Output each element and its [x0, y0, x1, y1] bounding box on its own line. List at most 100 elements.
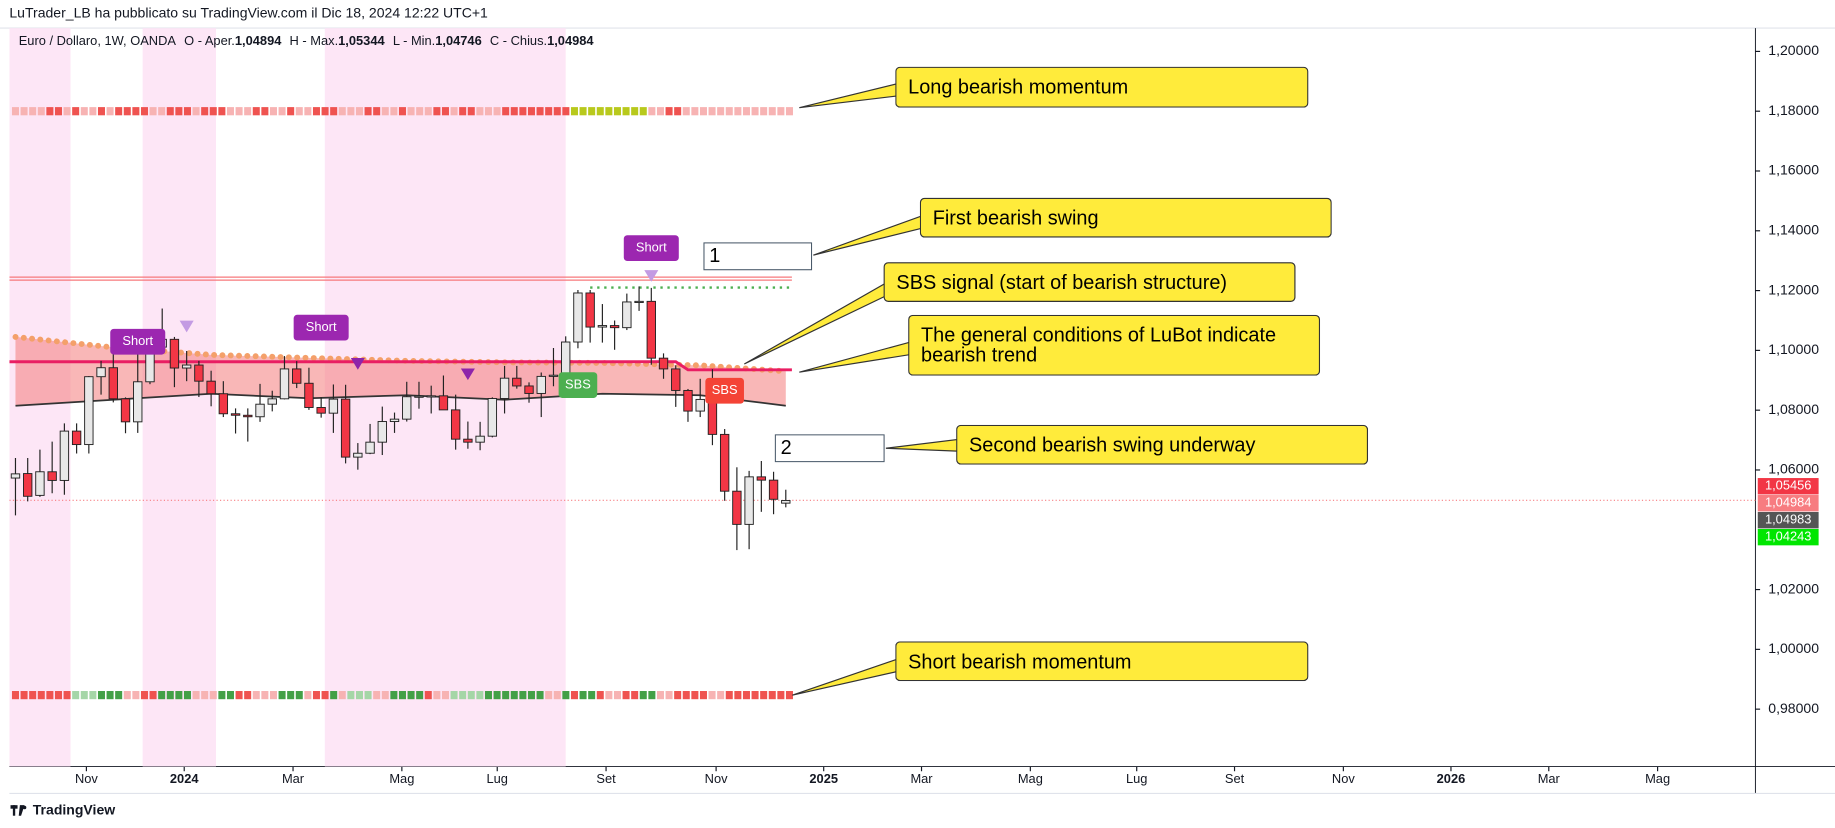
- momentum-square: [493, 107, 501, 116]
- momentum-square: [519, 107, 527, 116]
- candle-body: [499, 377, 510, 399]
- price-tag-label: 1,04983: [1765, 512, 1811, 527]
- momentum-square: [398, 691, 406, 700]
- callout-text: The general conditions of LuBot indicate…: [908, 314, 1321, 376]
- candle-body: [585, 292, 595, 328]
- momentum-square: [37, 107, 45, 116]
- momentum-square: [140, 691, 148, 700]
- momentum-square: [510, 691, 518, 700]
- candle-body: [634, 300, 644, 303]
- callout: Second bearish swing underway: [956, 424, 1369, 465]
- momentum-square: [20, 107, 28, 116]
- momentum-square: [364, 691, 372, 700]
- callout: First bearish swing: [919, 197, 1332, 238]
- momentum-square: [665, 691, 673, 700]
- momentum-square: [407, 691, 415, 700]
- candle-body: [96, 367, 106, 378]
- momentum-square: [648, 691, 656, 700]
- momentum-square: [269, 691, 277, 700]
- tv-logo: [10, 805, 27, 816]
- candle-body: [683, 389, 693, 412]
- candle-body: [756, 476, 767, 481]
- candle-body: [512, 377, 522, 387]
- callout-text: Short bearish momentum: [895, 641, 1309, 682]
- momentum-square: [192, 107, 200, 116]
- swing-label: 1: [703, 242, 813, 271]
- candle-body: [658, 357, 669, 370]
- candle-body: [609, 325, 620, 329]
- x-tick-label: Mag: [389, 771, 414, 786]
- momentum-square: [304, 107, 312, 116]
- y-tick-label: 1,20000: [1768, 42, 1819, 58]
- signal-label: [705, 377, 744, 404]
- momentum-square: [734, 107, 742, 116]
- candle-body: [487, 398, 498, 437]
- x-tick-label: Lug: [1126, 771, 1147, 786]
- momentum-square: [29, 691, 37, 700]
- price-tag: [1757, 511, 1819, 529]
- momentum-square: [579, 107, 587, 116]
- momentum-square: [115, 107, 123, 116]
- y-tick-label: 1,14000: [1768, 221, 1819, 237]
- momentum-square: [570, 691, 578, 700]
- momentum-square: [252, 107, 260, 116]
- candle-body: [120, 398, 131, 423]
- candle-body: [304, 382, 314, 408]
- candle-body: [169, 338, 180, 369]
- legend-symbol: Euro / Dollaro, 1W, OANDA: [19, 34, 177, 49]
- momentum-square: [424, 691, 432, 700]
- price-tag-label: 1,04984: [1765, 495, 1811, 510]
- candle-body: [671, 368, 681, 391]
- callout: SBS signal (start of bearish structure): [883, 262, 1296, 302]
- momentum-square: [476, 107, 484, 116]
- momentum-square: [46, 691, 54, 700]
- momentum-square: [708, 691, 716, 700]
- y-tick-label: 1,12000: [1768, 281, 1819, 297]
- momentum-square: [261, 691, 269, 700]
- x-tick-label: Nov: [1332, 771, 1355, 786]
- momentum-square: [682, 107, 690, 116]
- candle-body: [536, 375, 546, 394]
- momentum-square: [476, 691, 484, 700]
- candle-body: [218, 393, 229, 415]
- momentum-square: [648, 107, 656, 116]
- momentum-square: [760, 107, 768, 116]
- candle-body: [206, 380, 216, 395]
- candle-body: [524, 385, 534, 394]
- callout-text: SBS signal (start of bearish structure): [883, 262, 1296, 302]
- momentum-square: [708, 107, 716, 116]
- candle-body: [426, 395, 436, 398]
- momentum-square: [218, 691, 226, 700]
- candle-body: [389, 418, 400, 423]
- x-tick-label: Set: [596, 771, 616, 786]
- momentum-square: [441, 691, 449, 700]
- momentum-square: [209, 107, 217, 116]
- momentum-square: [11, 691, 19, 700]
- momentum-square: [54, 691, 62, 700]
- momentum-square: [106, 107, 114, 116]
- candle-body: [230, 413, 241, 416]
- candle-body: [622, 301, 632, 329]
- legend: Euro / Dollaro, 1W, OANDA O - Aper.1,0489…: [19, 34, 595, 49]
- momentum-square: [347, 691, 355, 700]
- indicator-line: [9, 360, 792, 372]
- momentum-square: [132, 691, 140, 700]
- momentum-square: [166, 691, 174, 700]
- swing-label: 2: [774, 434, 885, 463]
- momentum-square: [502, 107, 510, 116]
- momentum-square: [553, 107, 561, 116]
- signal-text: SBS: [565, 376, 591, 391]
- plot-area: Short Short Short SBS SBS: [9, 28, 1756, 767]
- legend-field: O - Aper.: [184, 34, 235, 49]
- candle-body: [316, 407, 326, 414]
- legend-field: L - Min.: [393, 34, 435, 49]
- momentum-square: [278, 107, 286, 116]
- y-tick-label: 1,00000: [1768, 640, 1819, 656]
- momentum-square: [381, 691, 389, 700]
- candle-body: [194, 364, 204, 382]
- momentum-square: [80, 107, 88, 116]
- momentum-square: [304, 691, 312, 700]
- momentum-square: [355, 691, 363, 700]
- candle-body: [768, 479, 779, 500]
